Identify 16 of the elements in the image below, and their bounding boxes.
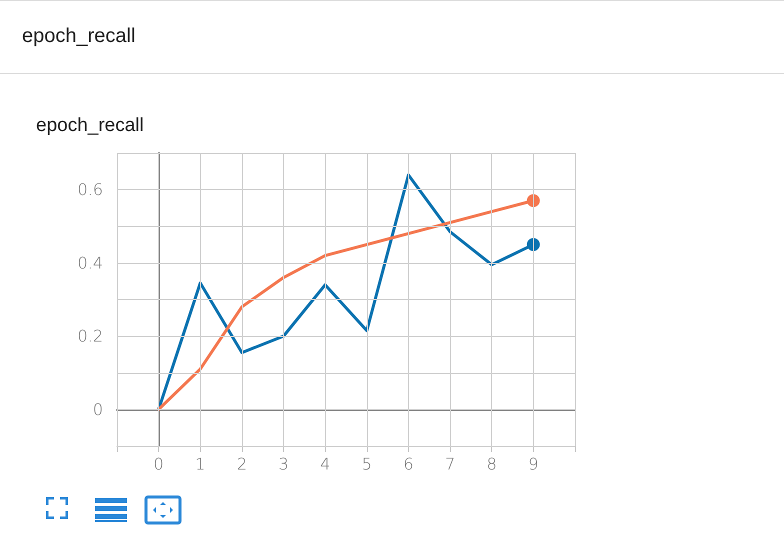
x-tick-label: 1 [195,454,206,474]
x-tick-label: 7 [444,454,456,474]
x-tick-label: 8 [486,454,497,474]
chart-title: epoch_recall [36,115,144,136]
x-tick-label: 0 [154,454,164,474]
y-tick-label: 0.6 [78,180,103,200]
x-tick-label: 6 [403,454,414,474]
x-tick-label: 5 [362,454,372,474]
y-tick-label: 0.2 [78,326,103,346]
x-tick-label: 3 [278,454,289,474]
x-tick-label: 9 [528,454,538,474]
x-tick-label: 4 [320,454,330,474]
y-tick-label: 0 [92,400,103,419]
y-tick-label: 0.4 [78,253,103,272]
x-tick-label: 2 [236,454,248,474]
text: epoch_recall [22,25,136,48]
